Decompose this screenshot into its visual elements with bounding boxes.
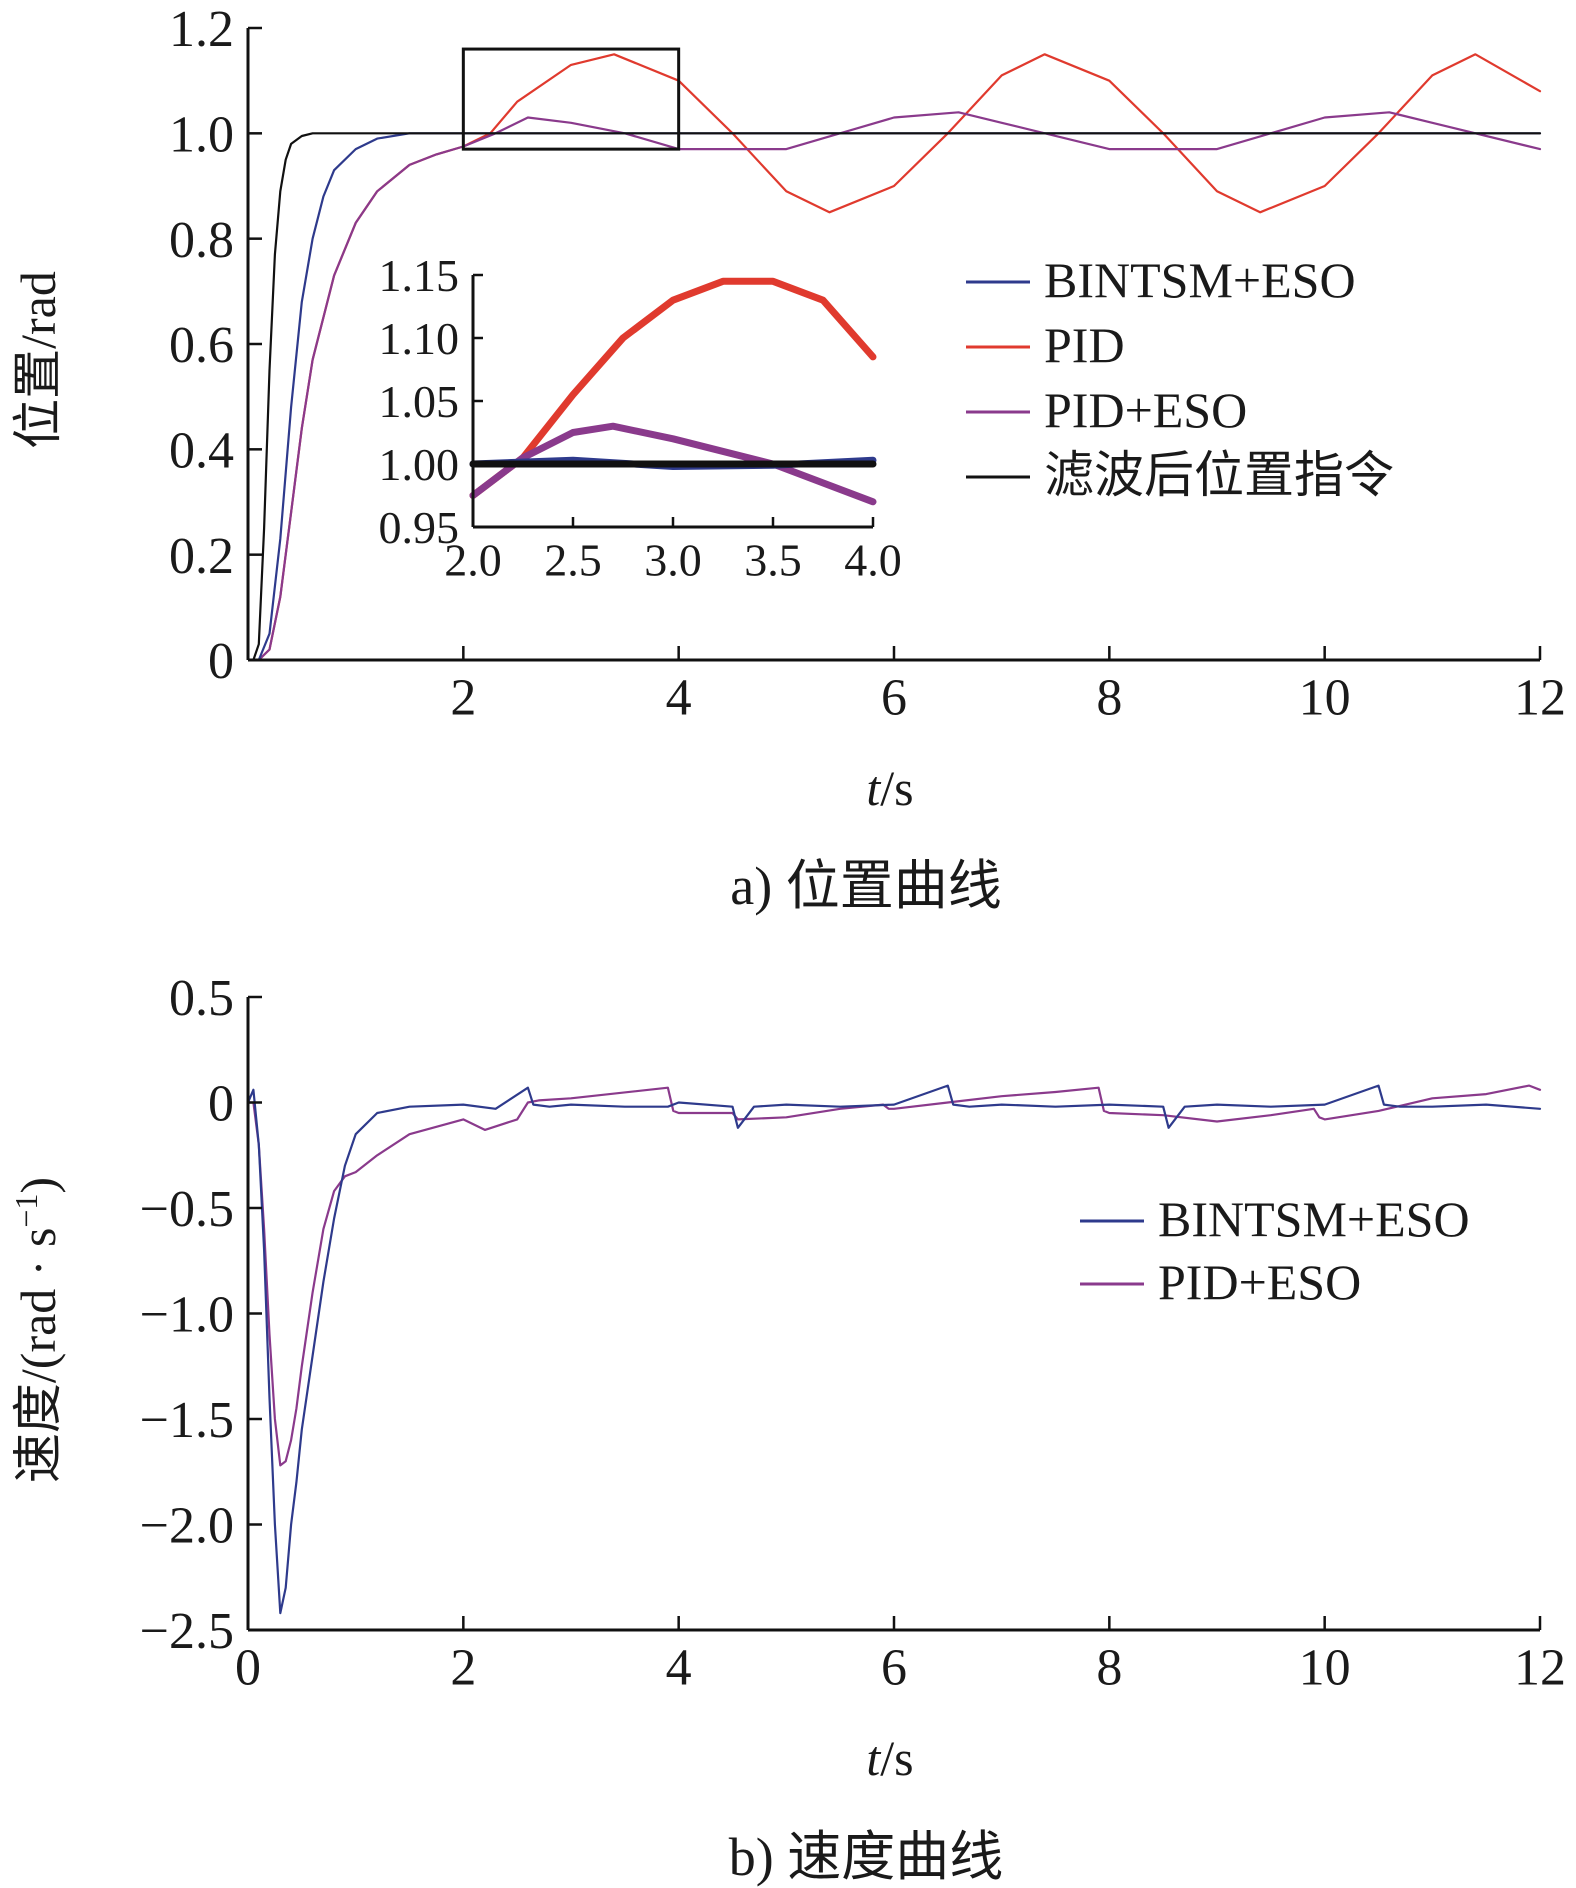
inset-background <box>473 275 873 527</box>
chart-a-x-tick-label: 8 <box>1096 670 1122 727</box>
chart-b-legend-label-pid-eso: PID+ESO <box>1158 1254 1361 1310</box>
chart-b-x-tick-label: 2 <box>450 1640 476 1697</box>
chart-a-ylabel: 位置/rad <box>10 271 66 449</box>
chart-a-y-tick-label: 0 <box>208 633 234 690</box>
inset-y-tick-label: 1.10 <box>379 313 460 364</box>
chart-a-axes-layer: 2 4 6 8 10 12 0 0.2 0.4 0.6 0.8 1.0 1.2 <box>169 1 1566 726</box>
chart-a-y-tick-label: 0.8 <box>169 212 234 269</box>
chart-b-y-tick-label: −1.0 <box>140 1287 234 1344</box>
chart-a-legend-label-bintsm-eso: BINTSM+ESO <box>1044 252 1356 308</box>
chart-b-xlabel: t/s <box>866 1730 913 1786</box>
chart-a-legend: BINTSM+ESO PID PID+ESO 滤波后位置指令 <box>966 252 1394 503</box>
chart-b-y-tick-label: 0.5 <box>169 970 234 1027</box>
inset-x-tick-label: 3.0 <box>644 534 702 585</box>
chart-a-inset: 2.0 2.5 3.0 3.5 4.0 0.95 1.00 1.05 1.10 1.15 <box>379 250 902 585</box>
chart-b-ylabel-sup: −1 <box>8 1194 44 1228</box>
chart-b: 0 2 4 6 8 10 12 0.5 0 −0.5 −1.0 −1.5 −2.0 −2.5 BINTSM… <box>8 970 1566 1887</box>
chart-b-x-tick-label: 0 <box>235 1640 261 1697</box>
chart-b-series-pid-eso <box>246 1084 1542 1467</box>
chart-b-y-tick-label: −1.5 <box>140 1392 234 1449</box>
chart-a-xlabel: t/s <box>866 760 913 816</box>
chart-a-y-tick-label: 1.2 <box>169 1 234 58</box>
chart-b-legend-label-bintsm-eso: BINTSM+ESO <box>1158 1191 1470 1247</box>
chart-a-x-tick-label: 12 <box>1514 670 1566 727</box>
inset-x-tick-label: 4.0 <box>844 534 902 585</box>
chart-a-series-reference <box>252 132 1542 662</box>
chart-a-x-tick-label: 2 <box>450 670 476 727</box>
chart-b-ylabel: 速度/(rad · s−1) <box>8 1177 66 1483</box>
chart-b-x-tick-label: 12 <box>1514 1640 1566 1697</box>
chart-a-legend-label-reference: 滤波后位置指令 <box>1044 447 1394 503</box>
chart-a-x-tick-label: 10 <box>1299 670 1351 727</box>
chart-a-xlabel-unit: /s <box>880 760 913 816</box>
chart-b-x-tick-label: 10 <box>1299 1640 1351 1697</box>
chart-b-series-layer <box>246 1084 1542 1615</box>
inset-y-tick-label: 1.15 <box>379 250 460 301</box>
inset-y-tick-label: 1.05 <box>379 376 460 427</box>
chart-a-y-tick-label: 0.4 <box>169 423 234 480</box>
chart-b-x-tick-label: 6 <box>881 1640 907 1697</box>
chart-b-xlabel-var: t <box>866 1730 881 1786</box>
chart-a-legend-label-pid-eso: PID+ESO <box>1044 382 1247 438</box>
chart-a-x-tick-label: 6 <box>881 670 907 727</box>
chart-b-legend: BINTSM+ESO PID+ESO <box>1080 1191 1470 1310</box>
chart-b-y-tick-label: −2.0 <box>140 1498 234 1555</box>
chart-a-series-pid-eso <box>257 111 1542 662</box>
chart-b-x-tick-label: 4 <box>666 1640 692 1697</box>
chart-b-axes-layer: 0 2 4 6 8 10 12 0.5 0 −0.5 −1.0 −1.5 −2.0 −2.5 <box>140 970 1566 1696</box>
chart-b-ylabel-end: ) <box>10 1177 66 1194</box>
inset-series-layer <box>469 277 877 506</box>
chart-b-ylabel-main: 速度/(rad · s <box>10 1228 66 1484</box>
inset-axes-layer: 2.0 2.5 3.0 3.5 4.0 0.95 1.00 1.05 1.10 1.15 <box>379 250 902 585</box>
chart-b-y-tick-label: 0 <box>208 1076 234 1133</box>
zoom-box <box>461 47 681 151</box>
inset-x-tick-label: 3.5 <box>744 534 802 585</box>
chart-a-legend-label-pid: PID <box>1044 317 1125 373</box>
inset-x-tick-label: 2.0 <box>444 534 502 585</box>
chart-a-y-tick-label: 0.6 <box>169 317 234 374</box>
inset-y-tick-label: 0.95 <box>379 502 460 553</box>
chart-b-series-bintsm-eso <box>246 1084 1542 1615</box>
inset-y-tick-label: 1.00 <box>379 439 460 490</box>
chart-b-y-tick-label: −0.5 <box>140 1181 234 1238</box>
chart-a-y-tick-label: 1.0 <box>169 107 234 164</box>
chart-a-zoom-layer <box>461 47 681 151</box>
chart-a-y-tick-label: 0.2 <box>169 528 234 585</box>
chart-a-xlabel-var: t <box>866 760 881 816</box>
inset-x-tick-label: 2.5 <box>544 534 602 585</box>
chart-b-y-tick-label: −2.5 <box>140 1603 234 1660</box>
chart-b-x-tick-label: 8 <box>1096 1640 1122 1697</box>
inset-series-pid <box>469 277 877 499</box>
chart-a-x-tick-label: 4 <box>666 670 692 727</box>
chart-b-xlabel-unit: /s <box>880 1730 913 1786</box>
chart-b-caption: b) 速度曲线 <box>729 1827 1003 1887</box>
chart-a-caption: a) 位置曲线 <box>730 856 1001 916</box>
